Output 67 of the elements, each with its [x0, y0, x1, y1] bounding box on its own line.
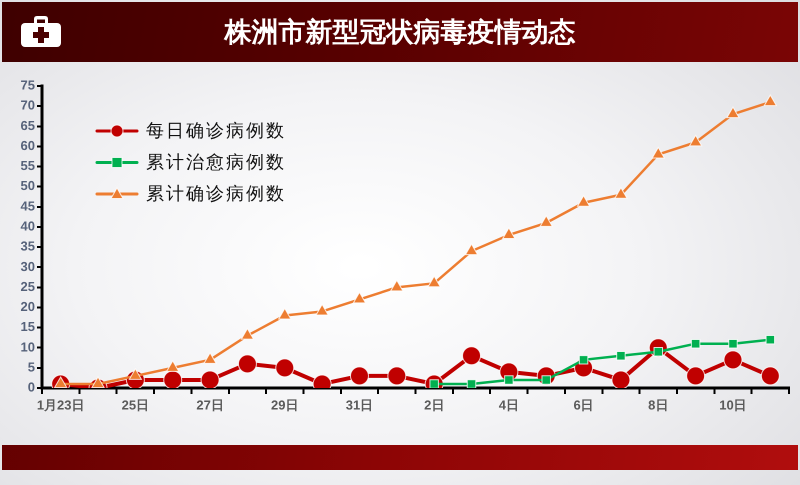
point — [350, 366, 369, 386]
y-tick-label: 55 — [20, 158, 35, 174]
point — [690, 338, 700, 348]
x-tick-label: 4日 — [498, 397, 519, 412]
y-tick-label: 70 — [20, 98, 35, 113]
point — [240, 328, 254, 340]
point — [578, 355, 588, 365]
point — [316, 304, 329, 316]
y-tick-label: 65 — [20, 118, 35, 133]
point — [611, 370, 630, 388]
point — [504, 375, 514, 385]
legend-label: 累计确诊病例数 — [146, 184, 286, 205]
y-tick-label: 20 — [20, 299, 35, 314]
point — [686, 366, 706, 386]
point — [728, 338, 738, 348]
point — [54, 376, 68, 388]
x-tick-label: 31日 — [346, 397, 374, 412]
point — [502, 227, 516, 239]
y-tick-label: 35 — [20, 238, 35, 254]
point — [577, 195, 590, 207]
point — [390, 280, 404, 292]
point — [652, 146, 665, 158]
point — [462, 346, 482, 366]
y-tick-label: 0 — [28, 380, 35, 395]
point — [275, 358, 294, 378]
point — [204, 352, 217, 364]
point — [723, 350, 742, 370]
legend-label: 累计治愈病例数 — [146, 152, 286, 174]
point — [278, 308, 292, 320]
legend-label: 每日确诊病例数 — [146, 120, 286, 142]
y-tick-label: 10 — [20, 339, 35, 354]
y-tick-label: 30 — [20, 258, 35, 274]
point — [766, 334, 776, 344]
point — [387, 366, 406, 386]
point — [760, 366, 780, 386]
point — [91, 376, 105, 388]
point — [616, 351, 626, 361]
point — [464, 244, 478, 256]
point — [200, 370, 220, 388]
y-tick-label: 50 — [20, 178, 35, 194]
point — [352, 292, 366, 304]
x-tick-label: 6日 — [573, 397, 594, 412]
point — [163, 370, 182, 388]
point — [689, 134, 702, 146]
point — [166, 360, 180, 372]
x-tick-label: 2日 — [424, 397, 444, 412]
x-tick-label: 29日 — [271, 397, 299, 412]
x-tick-label: 10日 — [719, 397, 747, 412]
x-tick-label: 27日 — [196, 397, 224, 412]
y-tick-label: 25 — [20, 278, 35, 294]
y-tick-label: 45 — [20, 198, 35, 214]
y-tick-label: 75 — [20, 78, 35, 93]
x-tick-label: 25日 — [122, 397, 150, 412]
y-tick-label: 5 — [28, 359, 35, 374]
point — [238, 354, 257, 374]
y-tick-label: 40 — [20, 218, 35, 234]
y-tick-label: 15 — [20, 319, 35, 334]
point — [726, 106, 740, 118]
point — [466, 379, 476, 388]
point — [614, 187, 628, 199]
point — [540, 215, 553, 227]
x-tick-label: 8日 — [648, 397, 668, 412]
x-tick-label: 1月23日 — [36, 397, 85, 412]
point — [428, 276, 441, 288]
y-tick-label: 60 — [20, 138, 35, 153]
chart-title: 株洲市新型冠状病毒疫情动态 — [222, 16, 576, 50]
point — [764, 94, 777, 106]
